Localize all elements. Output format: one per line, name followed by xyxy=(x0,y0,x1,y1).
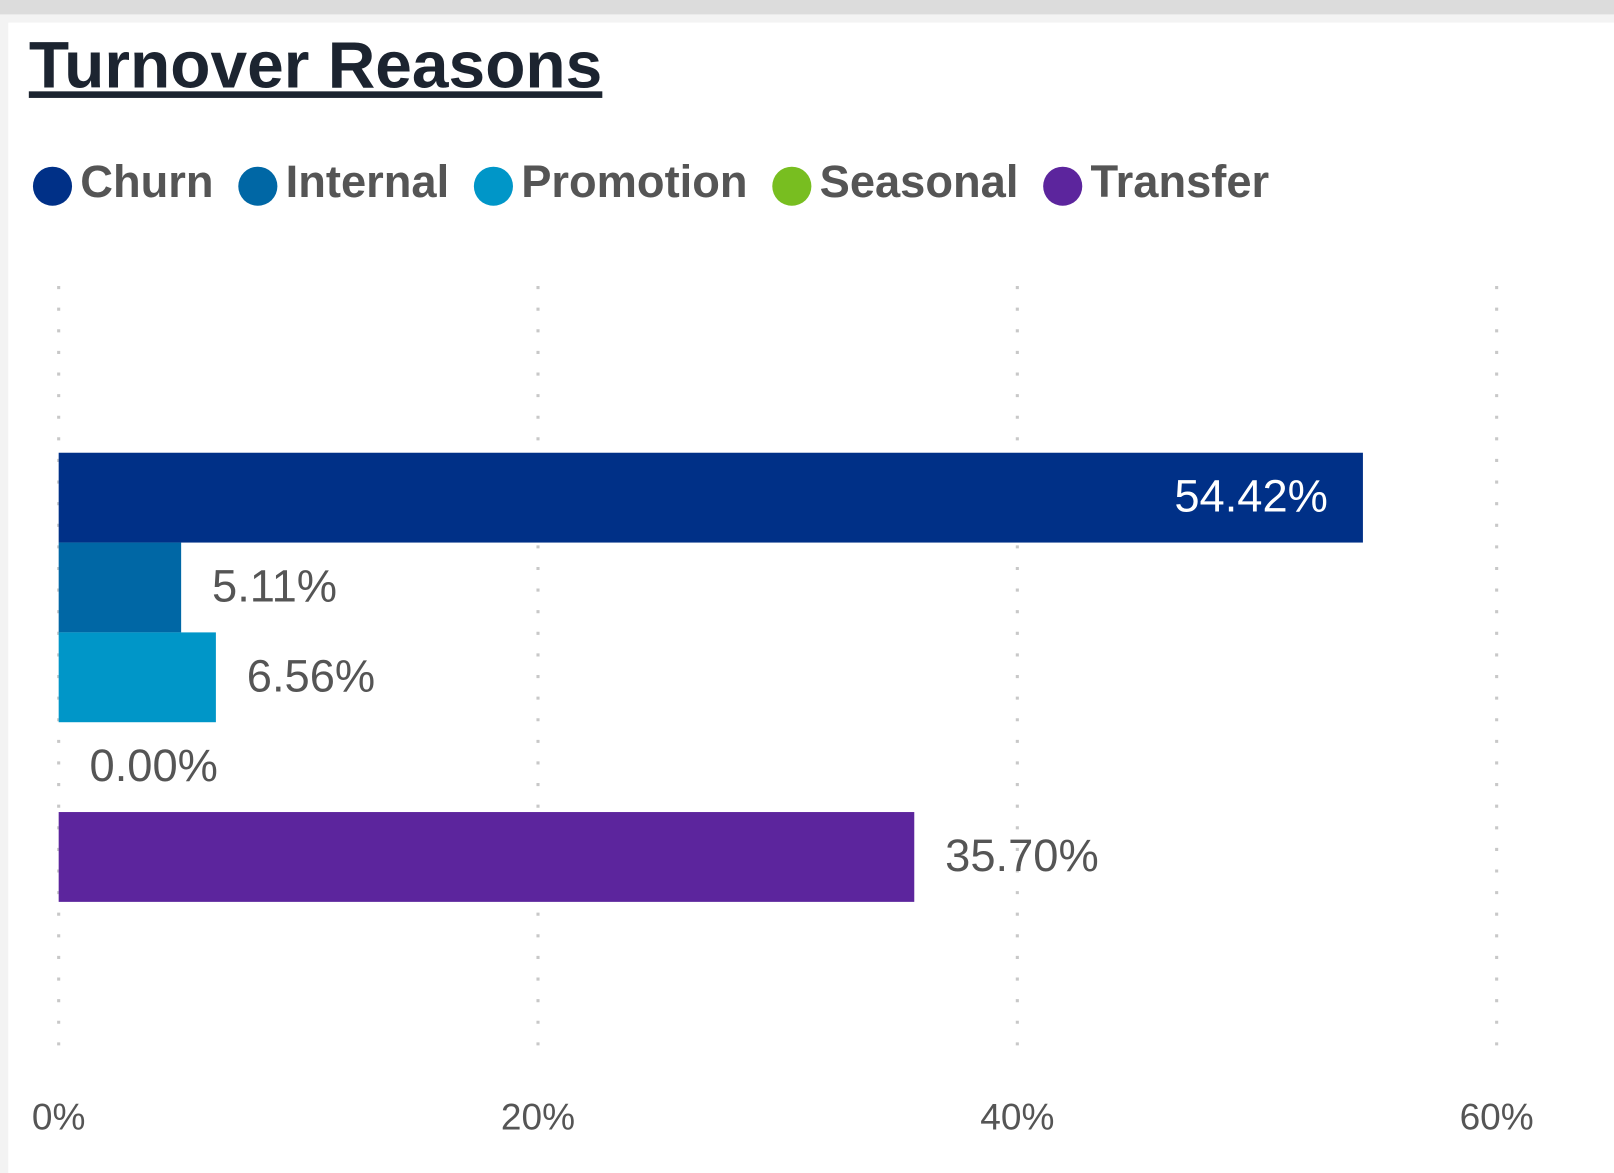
bar xyxy=(58,812,915,902)
legend-label: Churn xyxy=(80,156,213,207)
x-tick-label: 20% xyxy=(501,1095,575,1137)
data-label: 5.11% xyxy=(212,561,337,612)
legend-swatch xyxy=(772,166,812,206)
data-label: 54.42% xyxy=(1174,471,1328,522)
data-label: 6.56% xyxy=(247,650,375,701)
chart-title: Turnover Reasons xyxy=(29,27,602,101)
x-tick-label: 40% xyxy=(980,1095,1054,1137)
legend-swatch xyxy=(238,166,278,206)
legend-swatch xyxy=(1043,166,1083,206)
legend-swatch xyxy=(32,166,73,206)
card xyxy=(8,22,1614,1173)
data-label: 35.70% xyxy=(945,830,1099,881)
legend-swatch xyxy=(473,166,513,206)
legend-label: Internal xyxy=(286,156,450,207)
legend-label: Seasonal xyxy=(820,156,1019,207)
x-tick-label: 0% xyxy=(32,1095,86,1137)
legend-label: Promotion xyxy=(521,156,747,207)
data-label: 0.00% xyxy=(90,740,218,791)
bar xyxy=(58,452,1363,543)
legend-label: Transfer xyxy=(1090,156,1269,207)
bar xyxy=(58,542,182,633)
top-shadow xyxy=(0,0,1614,15)
bar xyxy=(58,632,216,723)
x-tick-label: 60% xyxy=(1460,1095,1534,1137)
